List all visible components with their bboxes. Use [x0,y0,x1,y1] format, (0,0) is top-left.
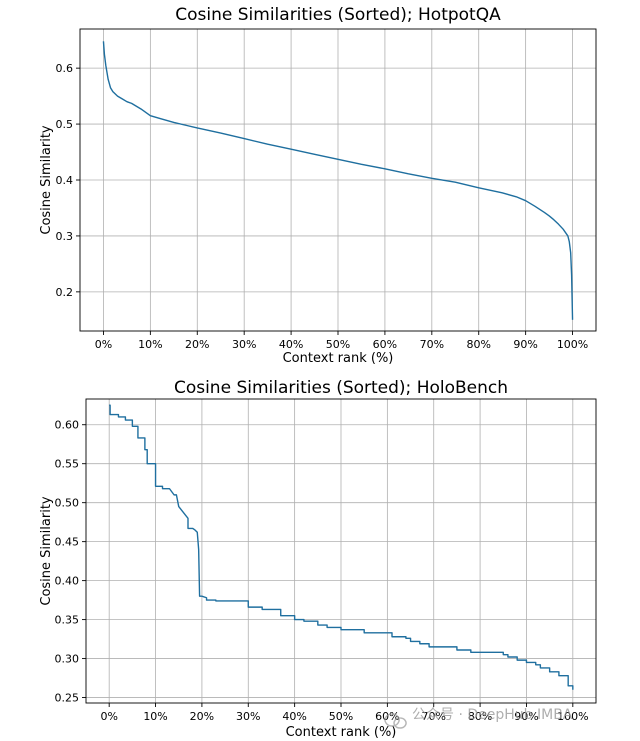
chart2-x-tick-label-2: 20% [190,710,214,723]
chart2-x-tick-label-0: 0% [100,710,117,723]
chart1-x-tick-label-3: 30% [232,338,256,351]
chart2-y-tick-label-4: 0.45 [55,536,80,549]
chart1-title: Cosine Similarities (Sorted); HotpotQA [175,5,501,25]
chart2-x-axis-label: Context rank (%) [286,725,397,740]
chart2-y-tick-label-0: 0.25 [55,692,80,705]
chart2-x-tick-label-7: 70% [422,710,446,723]
wechat-icon [384,713,407,729]
chart2-x-tick-label-3: 30% [236,710,260,723]
chart1-series-line [102,41,574,320]
chart1-x-tick-label-0: 0% [95,338,112,351]
chart1-x-tick-label-1: 10% [138,338,162,351]
chart2-y-tick-label-2: 0.35 [55,614,80,627]
chart1-y-tick-label-4: 0.6 [56,62,74,75]
chart2-title: Cosine Similarities (Sorted); HoloBench [174,378,508,398]
chart2-y-axis-label: Cosine Similarity [39,496,54,606]
chart2-x-tick-label-1: 10% [143,710,167,723]
wechat-icon-bubble [384,713,400,727]
chart2-y-tick-label-5: 0.50 [55,497,80,510]
chart1-y-axis-label: Cosine Similarity [39,125,54,235]
chart1-x-tick-label-10: 100% [557,338,588,351]
chart1-y-tick-label-0: 0.2 [56,286,74,299]
chart1-x-axis-label: Context rank (%) [283,351,394,366]
chart1-x-tick-label-7: 70% [420,338,444,351]
chart2-y-tick-label-3: 0.40 [55,575,80,588]
chart2-x-tick-label-4: 40% [282,710,306,723]
chart2-x-tick-label-9: 90% [514,710,538,723]
chart2-y-tick-label-7: 0.60 [55,419,80,432]
chart2-x-tick-label-5: 50% [329,710,353,723]
chart1-x-tick-label-9: 90% [513,338,537,351]
chart1-x-tick-label-2: 20% [185,338,209,351]
chart2-x-tick-label-10: 100% [557,710,588,723]
chart2-x-tick-label-6: 60% [375,710,399,723]
watermark-text: 公众号 · DeepHub IMBA [412,707,573,723]
wechat-icon-bubble [393,717,407,729]
chart2-series-line [109,404,574,690]
chart1-x-tick-label-8: 80% [467,338,491,351]
chart2-y-tick-label-1: 0.30 [55,653,80,666]
chart1-y-tick-label-2: 0.4 [56,174,74,187]
chart1-y-tick-label-3: 0.5 [56,118,74,131]
chart2-y-tick-label-6: 0.55 [55,458,80,471]
chart1-x-tick-label-5: 50% [326,338,350,351]
chart1-x-tick-label-4: 40% [279,338,303,351]
chart1-x-tick-label-6: 60% [373,338,397,351]
chart2-x-tick-label-8: 80% [468,710,492,723]
chart1-y-tick-label-1: 0.3 [56,230,74,243]
